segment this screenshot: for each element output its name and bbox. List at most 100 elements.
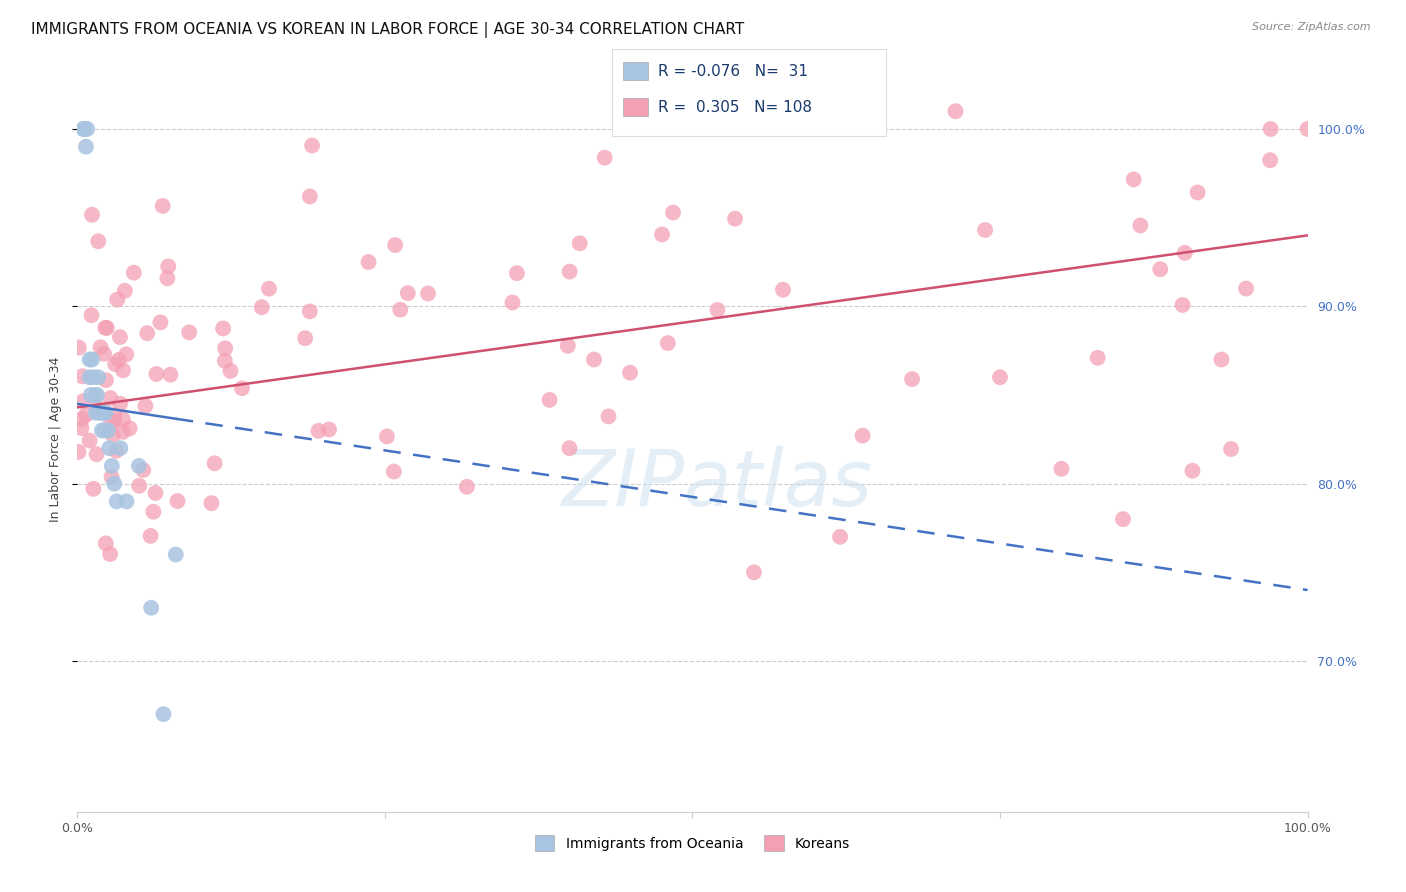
Point bbox=[132, 463, 155, 477]
Point bbox=[114, 284, 136, 298]
Point bbox=[108, 352, 131, 367]
Point bbox=[149, 315, 172, 329]
Y-axis label: In Labor Force | Age 30-34: In Labor Force | Age 30-34 bbox=[49, 357, 62, 522]
Point bbox=[82, 482, 104, 496]
Point bbox=[115, 347, 138, 361]
Point bbox=[98, 547, 121, 561]
Point bbox=[382, 465, 405, 479]
Point bbox=[79, 352, 101, 367]
Point bbox=[200, 496, 222, 510]
Point bbox=[70, 421, 93, 435]
Point bbox=[662, 205, 685, 219]
Text: R = -0.076   N=  31: R = -0.076 N= 31 bbox=[658, 64, 808, 78]
Point bbox=[115, 494, 138, 508]
Point bbox=[1122, 172, 1144, 186]
Point bbox=[87, 234, 110, 248]
Point bbox=[301, 138, 323, 153]
Point bbox=[98, 441, 121, 455]
Point bbox=[231, 381, 253, 395]
Point bbox=[506, 266, 529, 280]
Point bbox=[86, 447, 108, 461]
Point bbox=[84, 388, 107, 402]
Point bbox=[108, 330, 131, 344]
Point bbox=[89, 340, 111, 354]
Point bbox=[128, 458, 150, 473]
Point bbox=[1296, 122, 1319, 136]
Point bbox=[80, 388, 103, 402]
Point bbox=[219, 364, 242, 378]
Point bbox=[82, 370, 104, 384]
Point bbox=[456, 480, 478, 494]
Point bbox=[651, 227, 673, 242]
Point bbox=[250, 300, 273, 314]
Point bbox=[98, 391, 121, 405]
Point bbox=[141, 600, 163, 615]
Point bbox=[165, 548, 187, 562]
Point bbox=[1258, 153, 1281, 168]
Point bbox=[598, 409, 620, 424]
Text: Source: ZipAtlas.com: Source: ZipAtlas.com bbox=[1253, 22, 1371, 32]
Point bbox=[318, 422, 340, 436]
Point bbox=[103, 408, 125, 422]
Point bbox=[214, 354, 236, 368]
Point bbox=[501, 295, 523, 310]
Point bbox=[103, 414, 125, 428]
Point bbox=[105, 494, 128, 508]
Point bbox=[96, 321, 118, 335]
Point bbox=[298, 304, 321, 318]
Point bbox=[97, 424, 120, 438]
Point bbox=[1171, 298, 1194, 312]
Point bbox=[307, 424, 329, 438]
Point bbox=[179, 326, 201, 340]
Legend: Immigrants from Oceania, Koreans: Immigrants from Oceania, Koreans bbox=[530, 830, 855, 857]
Point bbox=[94, 320, 117, 334]
Point bbox=[538, 392, 561, 407]
Point bbox=[111, 425, 134, 439]
Point bbox=[79, 434, 101, 448]
Point bbox=[80, 308, 103, 322]
Point bbox=[830, 530, 852, 544]
Point bbox=[91, 406, 114, 420]
Point bbox=[128, 479, 150, 493]
Point bbox=[89, 406, 111, 420]
Point bbox=[1174, 245, 1197, 260]
Point bbox=[1220, 442, 1243, 456]
Point bbox=[110, 441, 132, 455]
Point bbox=[1050, 462, 1073, 476]
Point bbox=[1234, 282, 1257, 296]
Point bbox=[76, 122, 98, 136]
Point bbox=[82, 352, 104, 367]
Point bbox=[157, 260, 180, 274]
Point bbox=[1187, 186, 1209, 200]
Point bbox=[75, 139, 97, 153]
Point bbox=[105, 293, 128, 307]
Point bbox=[851, 428, 873, 442]
Point bbox=[901, 372, 924, 386]
Point bbox=[101, 428, 124, 442]
Point bbox=[142, 505, 165, 519]
Point bbox=[204, 456, 226, 470]
Text: IMMIGRANTS FROM OCEANIA VS KOREAN IN LABOR FORCE | AGE 30-34 CORRELATION CHART: IMMIGRANTS FROM OCEANIA VS KOREAN IN LAB… bbox=[31, 22, 744, 38]
Point bbox=[108, 397, 131, 411]
Point bbox=[94, 536, 117, 550]
Point bbox=[134, 399, 156, 413]
Point bbox=[90, 406, 114, 420]
Point bbox=[212, 321, 235, 335]
Point bbox=[1129, 219, 1152, 233]
Point bbox=[94, 373, 117, 387]
Point bbox=[1112, 512, 1135, 526]
Point bbox=[1149, 262, 1171, 277]
Point bbox=[105, 443, 128, 458]
Point bbox=[86, 388, 108, 402]
Point bbox=[593, 151, 616, 165]
Point bbox=[724, 211, 747, 226]
Point bbox=[657, 336, 679, 351]
Point bbox=[742, 566, 765, 580]
Point bbox=[118, 421, 141, 435]
Point bbox=[104, 357, 127, 371]
Point bbox=[945, 104, 967, 119]
Point bbox=[93, 424, 115, 438]
Point bbox=[396, 286, 419, 301]
Point bbox=[67, 341, 90, 355]
Point bbox=[79, 370, 101, 384]
